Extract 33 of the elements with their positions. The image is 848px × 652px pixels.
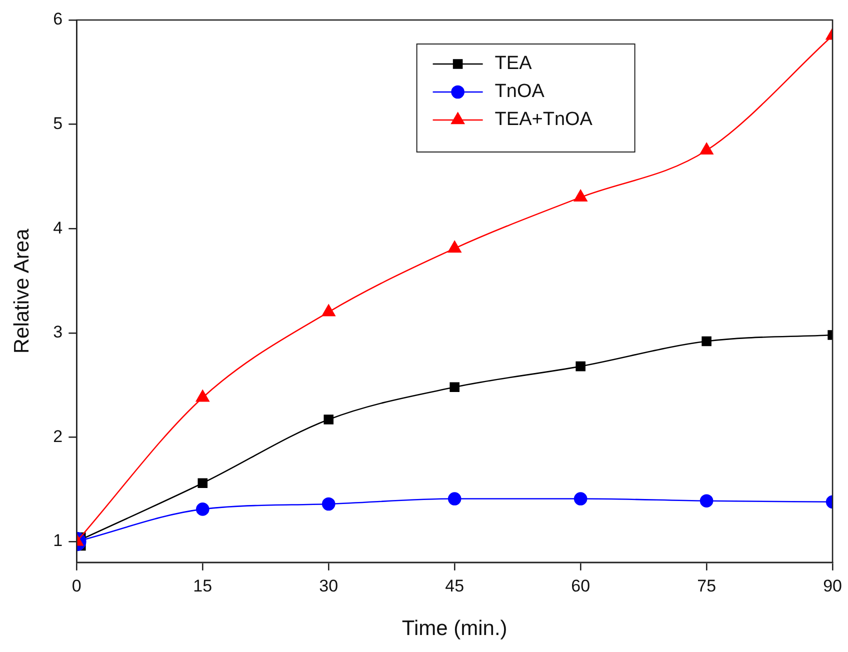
point <box>702 336 712 346</box>
x-axis-title: Time (min.) <box>402 617 508 640</box>
x-tick-label: 0 <box>72 576 82 596</box>
y-tick-label: 4 <box>53 218 63 238</box>
x-tick-label: 75 <box>697 576 716 596</box>
point <box>196 502 210 516</box>
point <box>450 382 460 392</box>
y-tick-label: 1 <box>53 531 63 550</box>
y-tick-label: 2 <box>53 426 63 446</box>
point <box>322 304 336 316</box>
point <box>196 390 210 402</box>
x-tick-label: 30 <box>319 576 338 596</box>
legend-label: TnOA <box>494 81 545 102</box>
point <box>324 414 334 424</box>
point <box>198 478 208 488</box>
point <box>574 190 588 202</box>
point <box>576 361 586 372</box>
y-axis-title: Relative Area <box>10 228 34 354</box>
point <box>574 492 588 506</box>
y-tick-label: 6 <box>53 10 63 29</box>
y-tick-label: 3 <box>53 322 63 342</box>
point <box>448 240 462 253</box>
point <box>700 142 714 155</box>
legend-label: TEA <box>494 53 532 74</box>
y-tick-label: 5 <box>53 114 63 133</box>
legend-label: TEA+TnOA <box>494 109 593 130</box>
x-tick-label: 60 <box>571 576 590 596</box>
x-tick-label: 90 <box>823 576 842 596</box>
point <box>322 497 336 511</box>
x-tick-label: 15 <box>193 576 212 596</box>
x-tick-label: 45 <box>445 576 464 596</box>
point <box>448 492 462 506</box>
point <box>700 494 714 508</box>
